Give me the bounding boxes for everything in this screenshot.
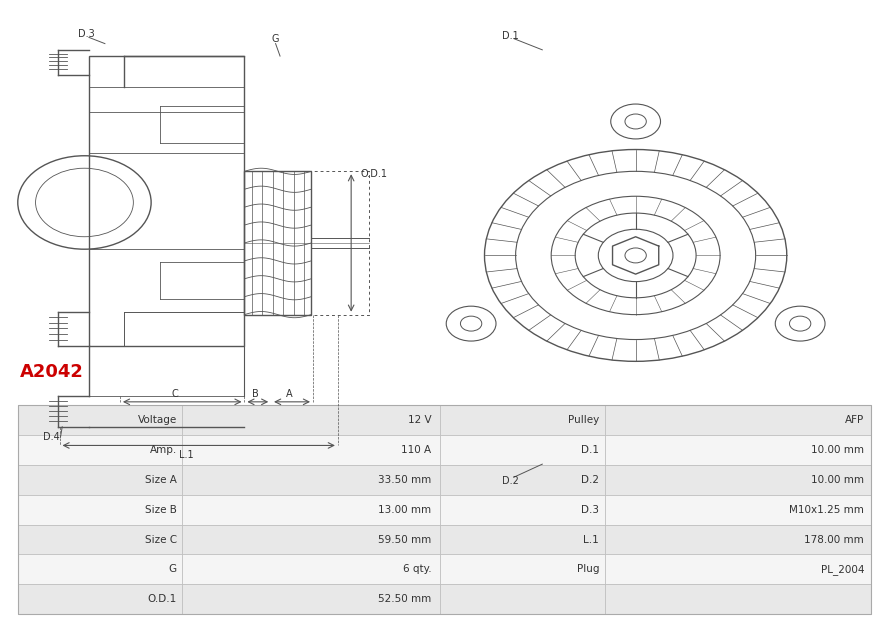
Bar bbox=[18, 525, 182, 554]
Bar bbox=[18, 405, 182, 435]
Text: 10.00 mm: 10.00 mm bbox=[811, 475, 864, 485]
Bar bbox=[440, 554, 605, 584]
Bar bbox=[605, 584, 871, 614]
Text: PL_2004: PL_2004 bbox=[821, 564, 864, 575]
Text: Plug: Plug bbox=[577, 564, 599, 574]
Text: A2042: A2042 bbox=[20, 363, 84, 381]
Text: D.3: D.3 bbox=[78, 29, 95, 39]
Bar bbox=[18, 495, 182, 525]
Bar bbox=[18, 584, 182, 614]
Text: 12 V: 12 V bbox=[407, 415, 431, 425]
Bar bbox=[89, 56, 244, 346]
Text: 6 qty.: 6 qty. bbox=[403, 564, 431, 574]
Text: Voltage: Voltage bbox=[138, 415, 177, 425]
Bar bbox=[182, 465, 440, 495]
Bar bbox=[605, 465, 871, 495]
Bar bbox=[182, 495, 440, 525]
Text: D.4: D.4 bbox=[43, 432, 60, 442]
Bar bbox=[244, 171, 369, 315]
Bar bbox=[605, 405, 871, 435]
Bar bbox=[244, 171, 311, 315]
Text: D.1: D.1 bbox=[502, 31, 519, 41]
Text: 59.50 mm: 59.50 mm bbox=[378, 535, 431, 545]
Text: 52.50 mm: 52.50 mm bbox=[378, 594, 431, 604]
Text: Amp.: Amp. bbox=[149, 445, 177, 455]
Text: B: B bbox=[252, 389, 259, 399]
Text: O.D.1: O.D.1 bbox=[148, 594, 177, 604]
Bar bbox=[440, 525, 605, 554]
Text: G: G bbox=[272, 34, 279, 44]
Text: M10x1.25 mm: M10x1.25 mm bbox=[789, 505, 864, 515]
Text: G: G bbox=[169, 564, 177, 574]
Text: O.D.1: O.D.1 bbox=[360, 169, 387, 179]
Text: C: C bbox=[172, 389, 179, 399]
Bar bbox=[440, 465, 605, 495]
Bar bbox=[18, 465, 182, 495]
Bar bbox=[440, 405, 605, 435]
Text: Size B: Size B bbox=[145, 505, 177, 515]
Text: 13.00 mm: 13.00 mm bbox=[378, 505, 431, 515]
Text: D.2: D.2 bbox=[581, 475, 599, 485]
Bar bbox=[18, 435, 182, 465]
Bar bbox=[605, 525, 871, 554]
Text: L.1: L.1 bbox=[583, 535, 599, 545]
Text: D.3: D.3 bbox=[581, 505, 599, 515]
Text: Pulley: Pulley bbox=[568, 415, 599, 425]
Text: 10.00 mm: 10.00 mm bbox=[811, 445, 864, 455]
Text: L.1: L.1 bbox=[180, 450, 194, 460]
Text: AFP: AFP bbox=[845, 415, 864, 425]
Bar bbox=[182, 405, 440, 435]
Bar bbox=[605, 495, 871, 525]
Bar bbox=[440, 435, 605, 465]
Bar bbox=[18, 405, 871, 614]
Bar bbox=[182, 525, 440, 554]
Bar bbox=[182, 435, 440, 465]
Text: A: A bbox=[285, 389, 292, 399]
Text: 110 A: 110 A bbox=[401, 445, 431, 455]
Bar bbox=[605, 554, 871, 584]
Text: D.1: D.1 bbox=[581, 445, 599, 455]
Bar bbox=[440, 584, 605, 614]
Bar bbox=[182, 584, 440, 614]
Text: Size A: Size A bbox=[145, 475, 177, 485]
Text: 178.00 mm: 178.00 mm bbox=[805, 535, 864, 545]
Bar bbox=[440, 495, 605, 525]
Bar bbox=[182, 554, 440, 584]
Bar bbox=[605, 435, 871, 465]
Text: D.2: D.2 bbox=[502, 476, 519, 486]
Text: 33.50 mm: 33.50 mm bbox=[378, 475, 431, 485]
Bar bbox=[18, 554, 182, 584]
Text: Size C: Size C bbox=[145, 535, 177, 545]
